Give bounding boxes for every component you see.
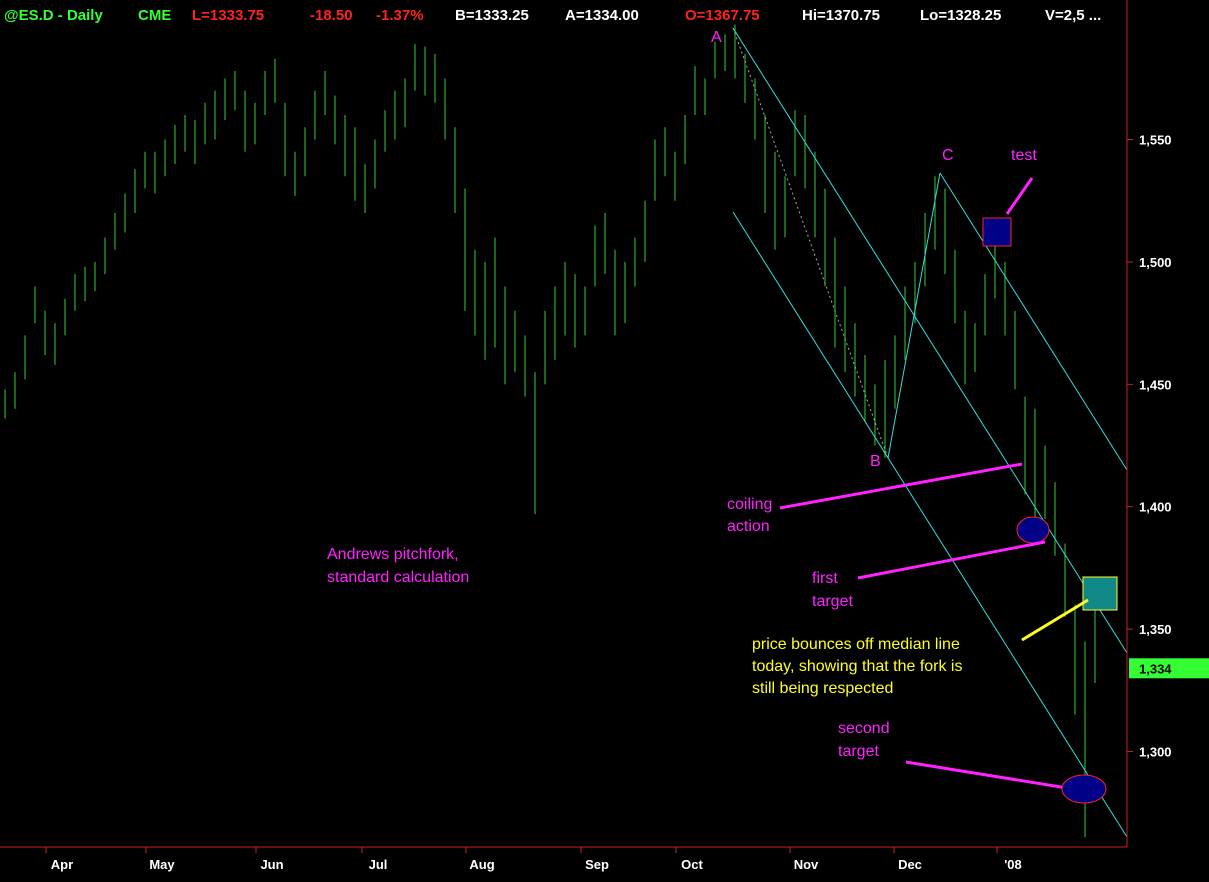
first-target-marker (1016, 516, 1050, 544)
upper-tine (939, 172, 1128, 471)
symbol: @ES.D - Daily (4, 7, 103, 24)
test-box (982, 217, 1012, 247)
header: @ES.D - Daily CME L=1333.75 -18.50 -1.37… (4, 7, 1101, 24)
arrow (1021, 598, 1089, 642)
arrow (905, 760, 1068, 790)
ask: A=1334.00 (565, 7, 639, 24)
y-tick-label: 1,550 (1139, 133, 1172, 148)
plot (4, 24, 1096, 838)
second-1: second (838, 720, 890, 737)
x-tick-label: May (149, 857, 175, 872)
annotations: A B C test coiling action first target p… (327, 29, 1118, 804)
label-c: C (942, 147, 954, 164)
median-line (732, 27, 1128, 654)
arrow (857, 540, 1046, 580)
y-tick-label: 1,400 (1139, 500, 1172, 515)
x-tick-label: Sep (585, 857, 609, 872)
x-tick-label: Jul (369, 857, 388, 872)
x-tick-label: '08 (1004, 857, 1022, 872)
x-tick-label: Aug (469, 857, 494, 872)
label-test: test (1011, 147, 1037, 164)
bounce-2: today, showing that the fork is (752, 658, 962, 675)
last-price-box (1129, 658, 1209, 679)
bounce-3: still being respected (752, 680, 893, 697)
coiling-2: action (727, 518, 770, 535)
pitchfork-2: standard calculation (327, 569, 469, 586)
y-tick-label: 1,350 (1139, 622, 1172, 637)
x-tick-label: Nov (794, 857, 819, 872)
arrow (1005, 177, 1034, 215)
coiling-1: coiling (727, 496, 772, 513)
label-a: A (711, 29, 722, 46)
bounce-1: price bounces off median line (752, 636, 960, 653)
high: Hi=1370.75 (802, 7, 880, 24)
x-tick-label: Apr (51, 857, 73, 872)
change: -18.50 (310, 7, 353, 24)
second-target-marker (1061, 774, 1107, 804)
first-1: first (812, 570, 838, 587)
pitchfork-1: Andrews pitchfork, (327, 546, 459, 563)
last-price-label: 1,334 (1139, 661, 1172, 676)
pitchfork (732, 27, 1128, 838)
bid: B=1333.25 (455, 7, 529, 24)
label-b: B (870, 453, 881, 470)
first-2: target (812, 593, 853, 610)
change-pct: -1.37% (376, 7, 424, 24)
volume: V=2,5 ... (1045, 7, 1101, 24)
x-tick-label: Oct (681, 857, 703, 872)
handle (732, 27, 889, 459)
lower-tine (732, 211, 1128, 838)
low: Lo=1328.25 (920, 7, 1001, 24)
arrow (779, 462, 1023, 510)
second-2: target (838, 743, 879, 760)
y-tick-label: 1,300 (1139, 745, 1172, 760)
last: L=1333.75 (192, 7, 264, 24)
x-tick-label: Dec (898, 857, 922, 872)
y-tick-label: 1,450 (1139, 377, 1172, 392)
bounce-box (1082, 576, 1118, 611)
y-tick-label: 1,500 (1139, 255, 1172, 270)
x-tick-label: Jun (260, 857, 283, 872)
open: O=1367.75 (685, 7, 760, 24)
exchange: CME (138, 7, 171, 24)
